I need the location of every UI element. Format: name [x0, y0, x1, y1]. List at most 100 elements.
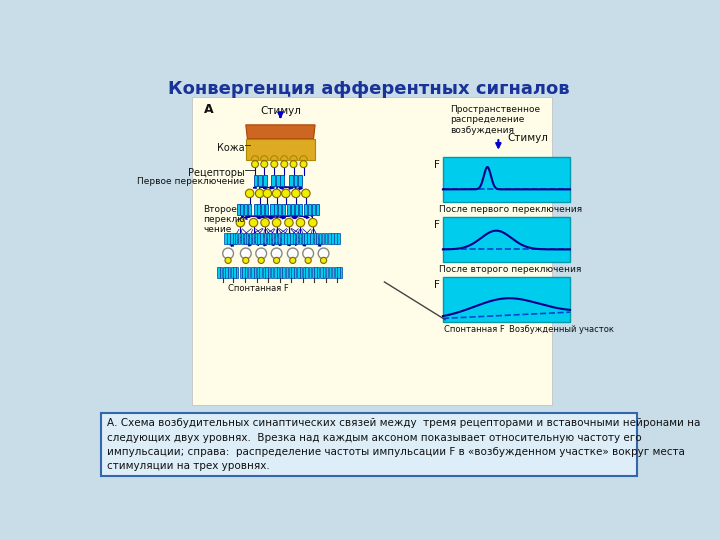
Bar: [287, 233, 289, 244]
Bar: [316, 233, 318, 244]
Bar: [258, 175, 262, 186]
Bar: [303, 267, 305, 278]
Bar: [310, 233, 312, 244]
Bar: [307, 233, 310, 244]
Polygon shape: [246, 125, 315, 139]
Bar: [259, 267, 261, 278]
Circle shape: [274, 257, 279, 264]
Bar: [263, 175, 266, 186]
Text: F: F: [433, 220, 439, 229]
Bar: [334, 233, 337, 244]
Circle shape: [272, 189, 281, 198]
Bar: [236, 267, 238, 278]
Bar: [274, 204, 277, 215]
Circle shape: [318, 248, 329, 259]
Circle shape: [272, 218, 281, 227]
Bar: [295, 204, 298, 215]
Bar: [281, 175, 284, 186]
Bar: [244, 204, 248, 215]
Bar: [231, 267, 233, 278]
Circle shape: [256, 248, 266, 259]
Bar: [257, 204, 261, 215]
Bar: [312, 267, 314, 278]
Bar: [309, 267, 311, 278]
Bar: [254, 267, 256, 278]
Bar: [251, 267, 253, 278]
Bar: [328, 233, 330, 244]
Circle shape: [263, 189, 271, 198]
Bar: [282, 267, 284, 278]
Circle shape: [271, 161, 278, 167]
Bar: [249, 233, 251, 244]
Text: Стимул: Стимул: [508, 132, 549, 143]
Bar: [222, 267, 225, 278]
Bar: [243, 267, 245, 278]
Bar: [235, 233, 238, 244]
Bar: [245, 267, 248, 278]
Bar: [276, 175, 279, 186]
Circle shape: [249, 218, 258, 227]
Bar: [271, 175, 275, 186]
Bar: [241, 233, 243, 244]
Circle shape: [305, 257, 311, 264]
Bar: [319, 233, 321, 244]
Bar: [443, 157, 570, 202]
Bar: [296, 233, 298, 244]
Bar: [261, 204, 264, 215]
Bar: [282, 233, 284, 244]
Bar: [317, 267, 320, 278]
Circle shape: [296, 218, 305, 227]
Bar: [255, 233, 257, 244]
Bar: [274, 267, 276, 278]
Bar: [443, 278, 570, 322]
Bar: [322, 233, 324, 244]
Bar: [248, 267, 250, 278]
Bar: [265, 204, 268, 215]
Circle shape: [246, 189, 254, 198]
Bar: [320, 267, 323, 278]
Circle shape: [243, 257, 249, 264]
Bar: [230, 233, 233, 244]
Bar: [291, 267, 294, 278]
Bar: [233, 233, 235, 244]
Text: А: А: [204, 103, 213, 116]
Bar: [271, 204, 274, 215]
Circle shape: [240, 248, 251, 259]
Bar: [261, 233, 263, 244]
Text: Первое переключение: Первое переключение: [137, 177, 244, 186]
Text: Спонтанная F: Спонтанная F: [228, 284, 289, 293]
Text: Возбужденный участок: Возбужденный участок: [509, 325, 614, 334]
Bar: [217, 267, 220, 278]
Bar: [290, 233, 293, 244]
Bar: [299, 233, 301, 244]
Bar: [325, 233, 328, 244]
Bar: [331, 233, 333, 244]
Bar: [275, 233, 277, 244]
Bar: [338, 233, 340, 244]
Bar: [224, 233, 227, 244]
Bar: [323, 267, 325, 278]
Bar: [238, 233, 240, 244]
Bar: [340, 267, 343, 278]
Bar: [315, 267, 317, 278]
Text: Спонтанная F: Спонтанная F: [444, 325, 505, 334]
Bar: [312, 204, 315, 215]
Text: Пространственное
распределение
возбуждения: Пространственное распределение возбужден…: [451, 105, 541, 134]
Circle shape: [258, 257, 264, 264]
Bar: [297, 267, 300, 278]
Bar: [268, 267, 271, 278]
Circle shape: [281, 161, 288, 167]
Bar: [253, 204, 256, 215]
Bar: [240, 267, 242, 278]
Bar: [101, 413, 637, 476]
Text: Конвергенция афферентных сигналов: Конвергенция афферентных сигналов: [168, 80, 570, 98]
Bar: [257, 233, 260, 244]
Bar: [328, 267, 331, 278]
Bar: [271, 267, 273, 278]
Circle shape: [292, 189, 300, 198]
Circle shape: [256, 189, 264, 198]
Bar: [237, 204, 240, 215]
Text: Второе
переклю-
чение: Второе переклю- чение: [204, 205, 248, 234]
Bar: [332, 267, 334, 278]
Circle shape: [261, 161, 268, 167]
